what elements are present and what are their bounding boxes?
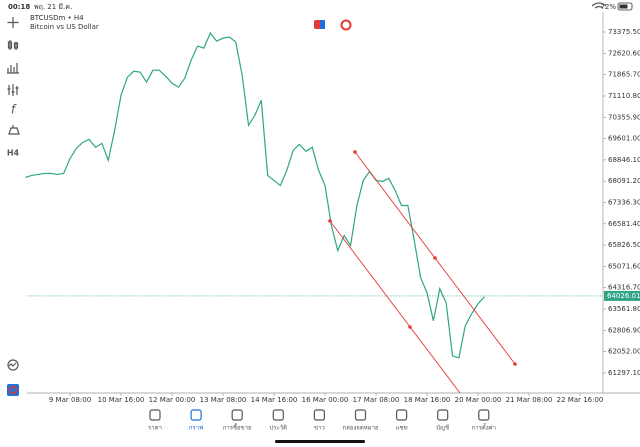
wifi-icon [591, 2, 607, 9]
nav-icon[interactable] [149, 409, 161, 421]
y-tick-label: 68846.10 [608, 156, 640, 164]
y-tick-label: 71865.70 [608, 71, 640, 79]
nav-icon[interactable] [272, 409, 284, 421]
y-tick-label: 66581.40 [608, 220, 640, 228]
y-tick-label: 68091.20 [608, 177, 640, 185]
y-tick-label: 63561.80 [608, 305, 640, 313]
trend-anchor[interactable] [353, 150, 357, 154]
nav-label[interactable]: ราคา [148, 425, 162, 432]
nav-label[interactable]: กราฟ [189, 425, 203, 432]
timeframe-button[interactable]: H4 [7, 149, 20, 158]
trend-channel[interactable] [328, 150, 517, 394]
objects-tool[interactable] [8, 125, 20, 135]
y-tick-label: 62806.90 [608, 326, 640, 334]
crosshair-tool[interactable] [7, 17, 19, 28]
symbol-description: Bitcoin vs US Dollar [30, 23, 99, 31]
x-tick-label: 22 Mar 16:00 [557, 396, 604, 404]
trend-anchor[interactable] [513, 362, 517, 366]
x-tick-label: 9 Mar 08:00 [49, 396, 91, 404]
x-tick-label: 20 Mar 00:00 [455, 396, 502, 404]
y-tick-label: 70355.90 [608, 113, 640, 121]
battery-fill [619, 4, 628, 9]
x-tick-label: 10 Mar 16:00 [98, 396, 145, 404]
nav-label[interactable]: ข่าว [314, 425, 325, 432]
current-price-box [604, 290, 640, 301]
x-tick-label: 14 Mar 16:00 [251, 396, 298, 404]
nav-icon[interactable] [231, 409, 243, 421]
function-tool[interactable]: f [11, 103, 17, 117]
y-tick-label: 61297.10 [608, 369, 640, 377]
current-price-label: 64026.01 [607, 292, 640, 300]
y-tick-label: 65826.50 [608, 241, 640, 249]
price-line [25, 31, 485, 359]
battery-icon [617, 2, 633, 11]
y-tick-label: 73375.50 [608, 28, 640, 36]
nav-icon[interactable] [354, 409, 367, 421]
y-tick-label: 62052.00 [608, 348, 640, 356]
nav-icon[interactable] [396, 409, 408, 421]
nav-icon[interactable] [478, 409, 490, 421]
y-tick-label: 64316.70 [608, 284, 640, 292]
nav-icon[interactable] [437, 409, 449, 421]
trade-buttons[interactable] [314, 19, 352, 31]
zoom-tool-line [8, 362, 17, 367]
nav-icon[interactable] [313, 409, 325, 421]
y-tick-label: 69601.00 [608, 135, 640, 143]
zoom-tool[interactable] [7, 359, 19, 371]
x-tick-label: 18 Mar 16:00 [404, 396, 451, 404]
nav-label[interactable]: การตั้งค่า [472, 422, 496, 432]
indicators-tool[interactable] [7, 63, 19, 74]
plot: 73375.50 72620.60 71865.70 71110.80 70355.90… [25, 28, 640, 404]
status-time: 00:18 [8, 3, 30, 11]
status-date: พฤ. 21 มี.ค. [34, 3, 72, 11]
nav-icon[interactable] [190, 409, 202, 421]
battery-level: 72% [600, 3, 616, 11]
x-tick-label: 12 Mar 00:00 [149, 396, 196, 404]
symbol-title: BTCUSDm • H4 [30, 14, 84, 22]
settings-tool[interactable] [7, 84, 19, 96]
x-tick-label: 17 Mar 08:00 [353, 396, 400, 404]
nav-label[interactable]: กล่องจดหมาย [342, 425, 378, 432]
y-tick-label: 67336.30 [608, 198, 640, 206]
broker-icon-mark [8, 385, 18, 395]
buy-button[interactable] [320, 20, 325, 29]
trend-anchor[interactable] [408, 325, 412, 329]
one-click-toggle[interactable] [340, 19, 352, 31]
y-tick-label: 65071.60 [608, 262, 640, 270]
chart-type-tool[interactable] [7, 40, 19, 50]
y-tick-label: 71110.80 [608, 92, 640, 100]
nav-label[interactable]: บัญชี [436, 424, 449, 432]
x-tick-label: 21 Mar 08:00 [506, 396, 553, 404]
y-tick-label: 72620.60 [608, 49, 640, 57]
bottom-nav: ราคา กราฟ การซื้อขาย ประวัติ ข่าว กล่องจดหมาย… [148, 409, 496, 432]
x-tick-label: 13 Mar 08:00 [200, 396, 247, 404]
left-toolbar: f H4 [7, 17, 20, 396]
nav-label[interactable]: การซื้อขาย [223, 422, 252, 432]
home-indicator [275, 440, 365, 443]
trend-anchor[interactable] [328, 219, 332, 223]
nav-label[interactable]: แชท [396, 425, 408, 432]
nav-label[interactable]: ประวัติ [270, 425, 288, 432]
trend-anchor[interactable] [433, 256, 437, 260]
trend-line-lower[interactable] [329, 220, 461, 394]
x-tick-label: 16 Mar 00:00 [302, 396, 349, 404]
